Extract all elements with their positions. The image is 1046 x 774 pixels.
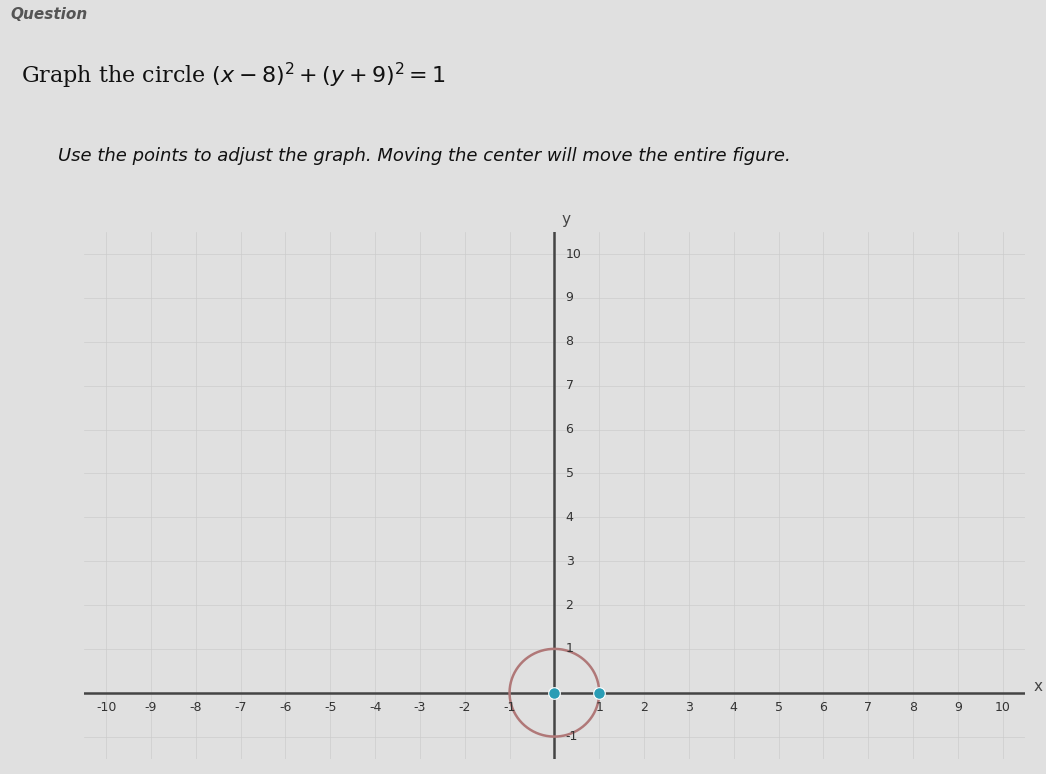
Text: -1: -1: [503, 700, 516, 714]
Text: 6: 6: [566, 423, 573, 436]
Point: [546, 687, 563, 699]
Text: 7: 7: [864, 700, 872, 714]
Text: 5: 5: [566, 467, 573, 480]
Text: -10: -10: [96, 700, 116, 714]
Text: 2: 2: [566, 598, 573, 611]
Text: 2: 2: [640, 700, 647, 714]
Point: [591, 687, 608, 699]
Text: 8: 8: [909, 700, 917, 714]
Text: 9: 9: [954, 700, 961, 714]
Text: Graph the circle $(x - 8)^2 + (y + 9)^2 = 1$: Graph the circle $(x - 8)^2 + (y + 9)^2 …: [21, 60, 446, 91]
Text: -4: -4: [369, 700, 381, 714]
Text: 10: 10: [995, 700, 1010, 714]
Text: 3: 3: [566, 555, 573, 567]
Text: -6: -6: [279, 700, 292, 714]
Text: 1: 1: [595, 700, 604, 714]
Text: 8: 8: [566, 335, 573, 348]
Text: -2: -2: [458, 700, 471, 714]
Text: Question: Question: [10, 6, 88, 22]
Text: -5: -5: [324, 700, 337, 714]
Text: 10: 10: [566, 248, 582, 261]
Text: 9: 9: [566, 292, 573, 304]
Text: -1: -1: [566, 730, 578, 743]
Text: -7: -7: [234, 700, 247, 714]
Text: -3: -3: [414, 700, 426, 714]
Text: 6: 6: [819, 700, 827, 714]
Text: x: x: [1034, 679, 1043, 694]
Text: y: y: [561, 211, 570, 227]
Text: -8: -8: [189, 700, 202, 714]
Text: 5: 5: [774, 700, 782, 714]
Text: 4: 4: [730, 700, 737, 714]
Text: 1: 1: [566, 642, 573, 656]
Text: 7: 7: [566, 379, 573, 392]
Text: 4: 4: [566, 511, 573, 524]
Text: 3: 3: [685, 700, 692, 714]
Text: Use the points to adjust the graph. Moving the center will move the entire figur: Use the points to adjust the graph. Movi…: [58, 147, 791, 166]
Text: -9: -9: [144, 700, 157, 714]
